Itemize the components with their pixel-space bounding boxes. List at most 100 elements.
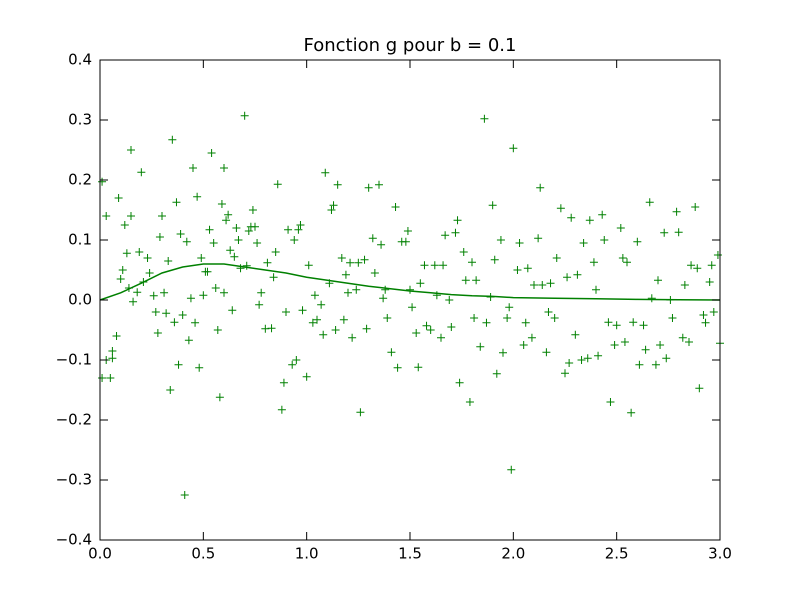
marker [348, 333, 357, 342]
marker [251, 222, 259, 231]
marker [465, 398, 474, 406]
marker [234, 236, 243, 244]
marker [521, 318, 530, 327]
y-tick-label: 0.1 [68, 231, 92, 249]
y-tick-label: −0.1 [56, 351, 92, 369]
marker [302, 372, 311, 381]
marker [346, 258, 355, 267]
marker [503, 314, 512, 322]
marker [310, 291, 319, 300]
marker [701, 318, 710, 327]
marker [654, 276, 662, 285]
marker [240, 111, 249, 120]
y-tick-label: −0.4 [56, 531, 92, 549]
marker [391, 203, 400, 211]
marker [693, 264, 702, 273]
marker [213, 326, 222, 334]
marker [158, 212, 166, 220]
marker [153, 329, 162, 337]
marker [352, 285, 361, 294]
marker [571, 330, 580, 339]
x-tick-label: 1.0 [295, 545, 319, 563]
marker [215, 393, 224, 402]
marker [420, 261, 429, 270]
marker [321, 168, 330, 177]
marker [329, 201, 338, 210]
marker [341, 270, 350, 279]
marker [618, 254, 627, 262]
x-tick-label: 2.0 [501, 545, 525, 563]
marker [112, 332, 121, 340]
marker [151, 308, 160, 316]
marker [108, 354, 117, 363]
marker [217, 200, 226, 208]
marker [222, 216, 231, 225]
marker [360, 255, 369, 264]
y-tick-label: −0.2 [56, 411, 92, 429]
marker [203, 267, 212, 276]
marker [127, 212, 135, 220]
marker [513, 266, 522, 274]
marker [488, 201, 497, 210]
marker [709, 308, 718, 316]
marker [184, 336, 193, 345]
marker [337, 254, 346, 262]
marker [461, 276, 470, 285]
x-tick-label: 1.5 [398, 545, 422, 563]
marker [232, 224, 241, 232]
marker [370, 269, 379, 277]
marker [573, 270, 582, 279]
marker [242, 261, 251, 270]
marker [482, 318, 491, 327]
marker [319, 330, 328, 339]
marker [127, 146, 135, 154]
marker [135, 248, 144, 256]
marker [327, 206, 336, 214]
marker [594, 351, 603, 360]
marker [685, 338, 693, 346]
marker [197, 254, 206, 262]
marker [257, 288, 266, 297]
marker [137, 168, 146, 177]
x-tick-label: 2.5 [605, 545, 629, 563]
marker [647, 294, 656, 303]
marker [451, 228, 460, 237]
marker [168, 135, 177, 144]
marker [164, 257, 173, 265]
marker [209, 239, 218, 247]
marker [538, 281, 547, 289]
marker [527, 333, 536, 342]
marker [523, 264, 532, 273]
x-tick-label: 0.0 [88, 545, 112, 563]
marker [515, 239, 524, 247]
marker [403, 227, 412, 235]
marker [412, 329, 421, 337]
marker [377, 240, 386, 249]
marker [668, 314, 677, 322]
marker [616, 224, 625, 232]
marker [284, 225, 293, 234]
marker [271, 248, 280, 256]
marker [176, 230, 185, 238]
marker [207, 149, 216, 157]
marker [160, 288, 169, 297]
marker [455, 378, 464, 387]
marker [344, 288, 352, 297]
marker [408, 303, 417, 312]
y-tick-label: −0.3 [56, 471, 92, 489]
marker [122, 249, 131, 258]
marker [507, 465, 516, 474]
marker [542, 348, 551, 357]
marker [236, 264, 245, 273]
x-tick-label: 0.5 [191, 545, 215, 563]
marker [579, 239, 588, 247]
marker [695, 384, 704, 393]
marker [149, 291, 158, 300]
marker [199, 291, 208, 300]
marker [441, 231, 450, 240]
marker [623, 258, 631, 267]
marker [680, 281, 689, 289]
marker [383, 314, 392, 322]
marker [189, 164, 197, 172]
